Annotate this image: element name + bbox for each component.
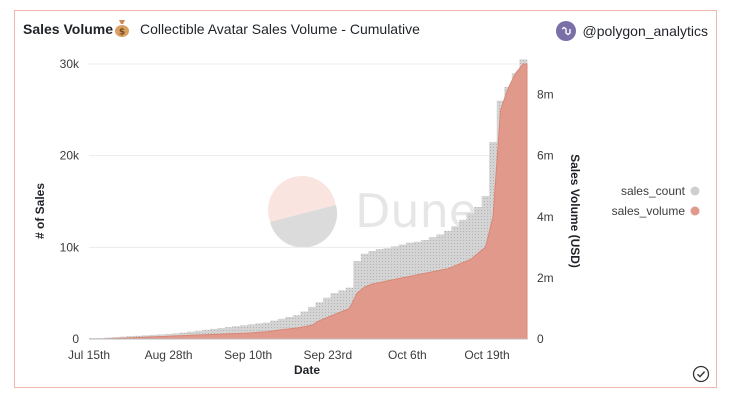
sales-volume-area bbox=[89, 63, 528, 340]
sales-volume-area-path bbox=[89, 63, 528, 340]
svg-text:$: $ bbox=[119, 28, 125, 38]
check-circle-icon[interactable] bbox=[692, 365, 710, 383]
y-axis-right-label: Sales Volume (USD) bbox=[568, 154, 582, 268]
sales-count-bar bbox=[247, 324, 256, 339]
author-link[interactable]: @polygon_analytics bbox=[556, 21, 708, 41]
x-axis-label: Date bbox=[294, 363, 320, 377]
cumulative-sales-chart: Dune 0 10k 20k 30k 0 2m 4m 6m 8m Jul 15th Aug 28… bbox=[33, 57, 700, 377]
polygon-avatar-icon bbox=[556, 21, 577, 41]
x-tick-label: Aug 28th bbox=[145, 348, 193, 362]
sales-count-bar bbox=[262, 322, 271, 339]
sales-count-bar bbox=[308, 306, 316, 339]
y-left-tick-label: 30k bbox=[60, 57, 80, 71]
x-tick-label: Sep 10th bbox=[224, 348, 272, 362]
chart-subtitle: Collectible Avatar Sales Volume - Cumula… bbox=[140, 21, 420, 37]
y-right-tick-label: 8m bbox=[537, 88, 554, 102]
y-axis-left-label: # of Sales bbox=[33, 183, 47, 239]
x-tick-label: Sep 23rd bbox=[303, 348, 352, 362]
sales-count-bar bbox=[292, 315, 301, 339]
legend-label-sales-volume: sales_volume bbox=[612, 204, 686, 218]
y-right-tick-label: 2m bbox=[537, 271, 554, 285]
legend-label-sales-count: sales_count bbox=[621, 184, 686, 198]
y-axis-right: 0 2m 4m 6m 8m bbox=[537, 88, 554, 346]
y-right-tick-label: 0 bbox=[537, 332, 544, 346]
money-bag-icon: $ bbox=[115, 20, 129, 38]
y-right-tick-label: 6m bbox=[537, 149, 554, 163]
sales-count-bar bbox=[240, 325, 248, 339]
x-tick-label: Jul 15th bbox=[68, 348, 110, 362]
sales-count-bar bbox=[300, 311, 309, 339]
y-axis-left: 0 10k 20k 30k bbox=[60, 57, 80, 346]
sales-count-bar bbox=[255, 323, 264, 339]
y-left-tick-label: 10k bbox=[60, 240, 80, 254]
legend-swatch-sales-volume bbox=[690, 206, 700, 216]
y-left-tick-label: 20k bbox=[60, 149, 80, 163]
sales-count-bar bbox=[232, 326, 241, 339]
sales-count-bar bbox=[270, 320, 279, 339]
legend-swatch-sales-count bbox=[690, 186, 700, 196]
y-right-tick-label: 4m bbox=[537, 210, 554, 224]
chart-header: Sales Volume $ Collectible Avatar Sales … bbox=[15, 11, 716, 49]
sales-count-bar bbox=[285, 317, 294, 339]
x-axis: Jul 15th Aug 28th Sep 10th Sep 23rd Oct 6th O… bbox=[68, 338, 527, 362]
x-tick-label: Oct 19th bbox=[464, 348, 509, 362]
y-left-tick-label: 0 bbox=[72, 332, 79, 346]
author-name: @polygon_analytics bbox=[582, 23, 708, 39]
legend: sales_count sales_volume bbox=[612, 184, 700, 218]
dune-watermark: Dune bbox=[268, 176, 477, 248]
sales-count-bar bbox=[217, 328, 226, 339]
sales-count-bar bbox=[224, 327, 233, 339]
x-tick-label: Oct 6th bbox=[388, 348, 427, 362]
chart-card: Sales Volume $ Collectible Avatar Sales … bbox=[14, 10, 717, 388]
chart-title: Sales Volume bbox=[23, 21, 114, 37]
sales-count-bar bbox=[277, 318, 286, 339]
